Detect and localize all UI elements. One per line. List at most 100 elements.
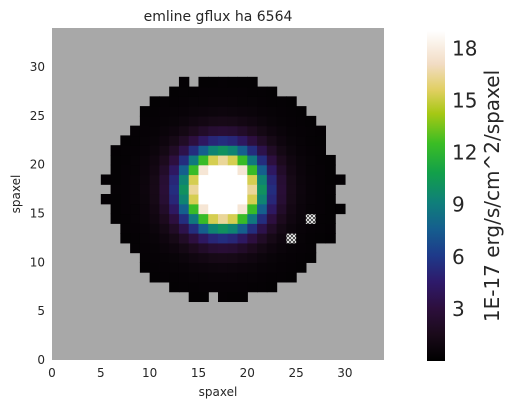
heatmap-cell bbox=[169, 184, 180, 195]
heatmap-cell bbox=[178, 135, 190, 146]
heatmap-cell bbox=[315, 184, 327, 195]
heatmap-cell bbox=[257, 174, 268, 185]
heatmap-cell bbox=[227, 194, 239, 205]
heatmap-cell bbox=[169, 223, 180, 234]
heatmap-cell bbox=[208, 86, 219, 97]
x-tick-label: 25 bbox=[288, 366, 303, 380]
heatmap-cell bbox=[120, 194, 131, 205]
heatmap-cell bbox=[188, 281, 200, 293]
heatmap-cell bbox=[247, 252, 258, 263]
heatmap-cell bbox=[208, 242, 219, 254]
heatmap-cell bbox=[247, 272, 258, 283]
y-tick-label: 20 bbox=[30, 158, 45, 172]
heatmap-cell bbox=[227, 252, 239, 263]
heatmap-cell bbox=[218, 194, 229, 205]
heatmap-cell bbox=[120, 145, 131, 156]
heatmap-cell bbox=[188, 106, 200, 117]
heatmap-cell bbox=[218, 262, 229, 273]
heatmap-cell bbox=[266, 115, 278, 127]
heatmap-cell bbox=[286, 174, 297, 185]
heatmap-cell bbox=[130, 145, 141, 156]
heatmap-cell bbox=[315, 145, 327, 156]
heatmap-cell bbox=[276, 96, 287, 107]
heatmap-cell bbox=[247, 281, 258, 293]
heatmap-cell bbox=[110, 174, 121, 185]
heatmap-cell bbox=[296, 242, 307, 254]
heatmap-cell bbox=[149, 145, 161, 156]
heatmap-cell bbox=[276, 174, 287, 185]
heatmap-cell bbox=[159, 203, 170, 215]
heatmap-cell bbox=[237, 86, 248, 97]
heatmap-cell bbox=[218, 291, 229, 303]
heatmap-cell bbox=[237, 115, 248, 127]
heatmap-cell bbox=[149, 135, 161, 146]
heatmap-cell bbox=[237, 135, 248, 146]
heatmap-cell bbox=[266, 125, 278, 137]
heatmap-cell bbox=[178, 115, 190, 127]
heatmap-cell bbox=[227, 76, 239, 88]
heatmap-cell bbox=[237, 242, 248, 254]
heatmap-cell bbox=[159, 145, 170, 156]
heatmap-cell bbox=[266, 223, 278, 234]
heatmap-cell bbox=[208, 184, 219, 195]
heatmap-cell bbox=[247, 76, 258, 88]
heatmap-cell bbox=[188, 242, 200, 254]
heatmap-cell bbox=[247, 125, 258, 137]
heatmap-cell bbox=[276, 223, 287, 234]
heatmap-cell bbox=[159, 213, 170, 224]
heatmap-cell bbox=[276, 115, 287, 127]
heatmap-cell bbox=[120, 184, 131, 195]
heatmap-cell bbox=[218, 174, 229, 185]
heatmap-cell bbox=[257, 154, 268, 166]
heatmap-cell bbox=[120, 223, 131, 234]
heatmap-cell bbox=[149, 194, 161, 205]
heatmap-cell bbox=[305, 242, 317, 254]
heatmap-cell bbox=[100, 174, 112, 185]
heatmap-cell bbox=[266, 164, 278, 176]
x-tick-label: 5 bbox=[97, 366, 105, 380]
heatmap-cell bbox=[247, 233, 258, 244]
heatmap-cell bbox=[208, 213, 219, 224]
heatmap-cell bbox=[305, 203, 317, 215]
heatmap-cell bbox=[276, 213, 287, 224]
heatmap-cell bbox=[286, 135, 297, 146]
heatmap-cell bbox=[178, 174, 190, 185]
heatmap-cell bbox=[159, 96, 170, 107]
heatmap-cell bbox=[247, 174, 258, 185]
heatmap-cell bbox=[159, 242, 170, 254]
heatmap-cell bbox=[325, 213, 336, 224]
heatmap-cell bbox=[237, 203, 248, 215]
heatmap-cell bbox=[227, 174, 239, 185]
heatmap-cell bbox=[276, 262, 287, 273]
heatmap-cell bbox=[130, 164, 141, 176]
y-tick-label: 15 bbox=[30, 207, 45, 221]
heatmap-cell bbox=[188, 213, 200, 224]
heatmap-cell bbox=[218, 115, 229, 127]
heatmap-cell bbox=[276, 154, 287, 166]
heatmap-cell bbox=[139, 135, 151, 146]
heatmap-cell bbox=[227, 203, 239, 215]
heatmap-cell bbox=[178, 223, 190, 234]
heatmap-cell bbox=[169, 164, 180, 176]
heatmap-cell bbox=[286, 106, 297, 117]
heatmap-cell bbox=[139, 145, 151, 156]
heatmap-cell bbox=[237, 223, 248, 234]
heatmap-cell bbox=[178, 252, 190, 263]
heatmap-cell bbox=[266, 262, 278, 273]
heatmap-cell bbox=[247, 213, 258, 224]
heatmap-cell bbox=[296, 203, 307, 215]
heatmap-cell bbox=[120, 135, 131, 146]
heatmap-cell bbox=[139, 154, 151, 166]
heatmap-cell bbox=[257, 145, 268, 156]
heatmap-cell bbox=[110, 203, 121, 215]
heatmap-cell bbox=[257, 242, 268, 254]
heatmap-cell bbox=[305, 125, 317, 137]
heatmap-cell bbox=[169, 174, 180, 185]
heatmap-cell bbox=[247, 203, 258, 215]
heatmap-cell bbox=[286, 96, 297, 107]
heatmap-cell bbox=[188, 252, 200, 263]
heatmap-cell bbox=[266, 154, 278, 166]
heatmap-cell bbox=[305, 174, 317, 185]
heatmap-cell bbox=[208, 96, 219, 107]
